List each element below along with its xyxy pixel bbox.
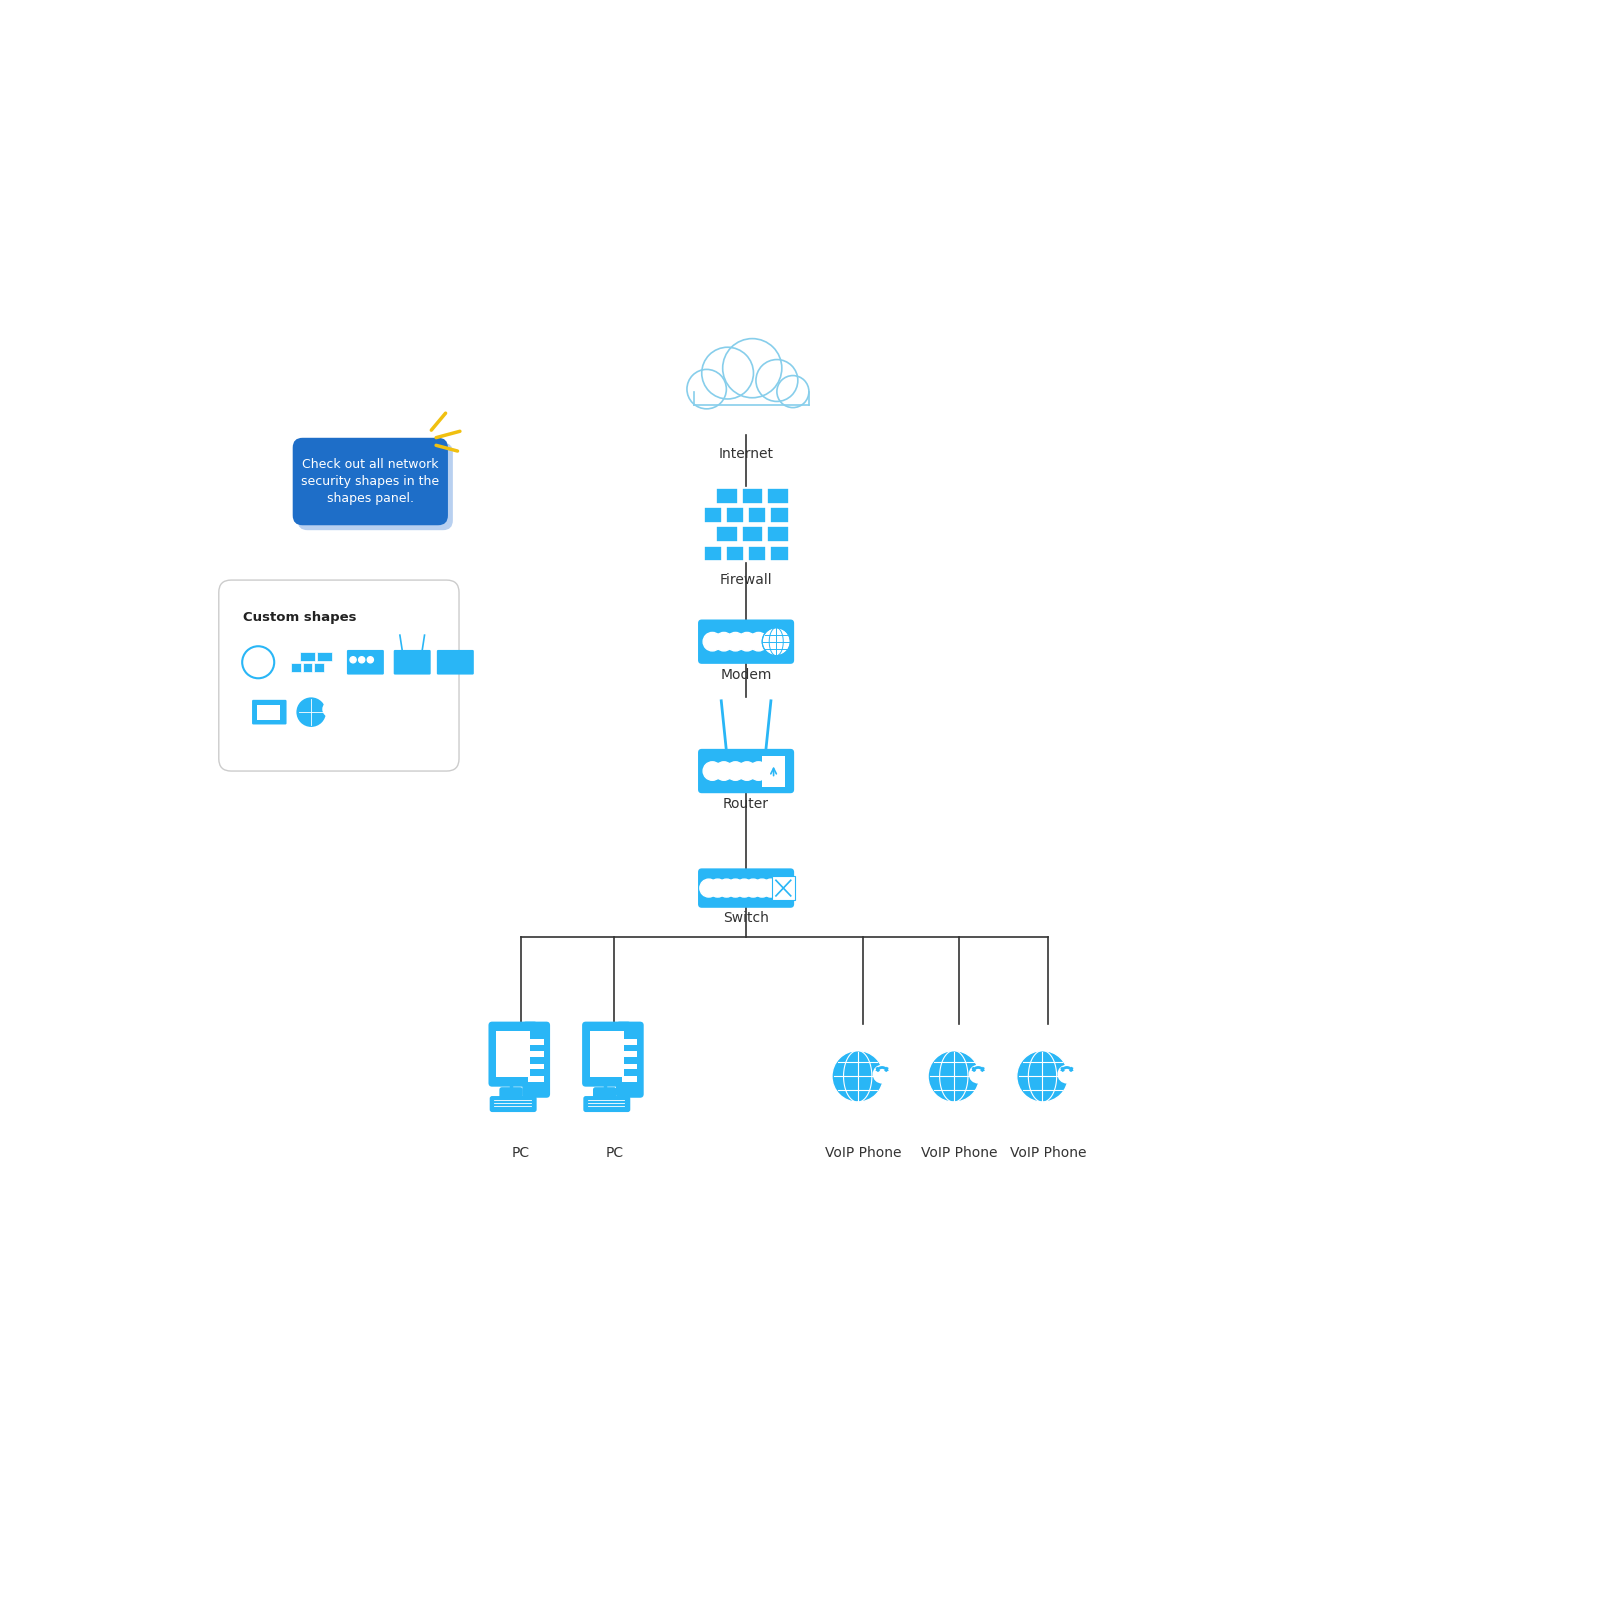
Bar [622, 1051, 637, 1058]
Bar [622, 1077, 637, 1082]
Bar [717, 526, 738, 542]
Bar [301, 653, 315, 661]
Circle shape [754, 878, 771, 898]
Bar [741, 488, 763, 504]
Bar [770, 546, 789, 562]
Bar [717, 488, 738, 504]
Circle shape [968, 1064, 987, 1083]
Circle shape [358, 656, 365, 662]
Circle shape [726, 762, 744, 781]
Bar [317, 653, 333, 661]
Circle shape [702, 632, 722, 651]
Text: Switch: Switch [723, 912, 770, 925]
Circle shape [715, 762, 733, 781]
Bar [622, 1038, 637, 1045]
FancyBboxPatch shape [347, 650, 384, 675]
Circle shape [744, 878, 762, 898]
Bar [315, 664, 323, 672]
Circle shape [1016, 1051, 1069, 1102]
Circle shape [738, 632, 757, 651]
Bar [771, 875, 795, 901]
Bar [726, 507, 744, 523]
FancyBboxPatch shape [582, 1022, 632, 1086]
Bar [291, 664, 301, 672]
FancyBboxPatch shape [499, 1086, 523, 1099]
Bar [704, 546, 722, 562]
FancyBboxPatch shape [698, 869, 794, 907]
Text: Firewall: Firewall [720, 573, 773, 587]
FancyBboxPatch shape [522, 1022, 550, 1098]
Bar [747, 507, 766, 523]
FancyBboxPatch shape [298, 443, 453, 530]
FancyBboxPatch shape [616, 1022, 643, 1098]
Bar [766, 526, 789, 542]
FancyBboxPatch shape [698, 749, 794, 794]
Circle shape [699, 878, 718, 898]
Bar [726, 546, 744, 562]
Bar [258, 704, 280, 720]
Bar [528, 1077, 544, 1082]
Circle shape [723, 339, 782, 398]
FancyBboxPatch shape [219, 581, 459, 771]
Bar [762, 755, 786, 787]
Circle shape [1058, 1064, 1077, 1083]
Circle shape [726, 632, 744, 651]
Bar [747, 546, 766, 562]
Text: Router: Router [723, 797, 770, 811]
Circle shape [717, 878, 736, 898]
Circle shape [755, 360, 798, 402]
Text: VoIP Phone: VoIP Phone [922, 1146, 997, 1160]
Bar [770, 507, 789, 523]
Circle shape [368, 656, 373, 662]
FancyBboxPatch shape [253, 699, 286, 725]
Bar [302, 664, 312, 672]
Text: Internet: Internet [718, 446, 773, 461]
Circle shape [686, 370, 726, 410]
Circle shape [350, 656, 357, 662]
Bar [528, 1038, 544, 1045]
Text: Check out all network
security shapes in the
shapes panel.: Check out all network security shapes in… [301, 458, 440, 506]
FancyBboxPatch shape [488, 1022, 538, 1086]
Circle shape [749, 632, 768, 651]
Circle shape [736, 878, 754, 898]
FancyBboxPatch shape [437, 650, 474, 675]
FancyBboxPatch shape [594, 1086, 616, 1099]
Bar [589, 1030, 624, 1077]
Circle shape [778, 376, 810, 408]
Bar [704, 507, 722, 523]
Circle shape [832, 1051, 883, 1102]
Circle shape [749, 762, 768, 781]
Circle shape [762, 627, 790, 656]
Bar [528, 1051, 544, 1058]
FancyBboxPatch shape [490, 1096, 536, 1112]
FancyBboxPatch shape [698, 619, 794, 664]
Circle shape [715, 632, 733, 651]
Text: Modem: Modem [720, 667, 771, 682]
Circle shape [702, 347, 754, 398]
Circle shape [726, 878, 744, 898]
Circle shape [322, 701, 339, 717]
Text: PC: PC [512, 1146, 530, 1160]
Text: PC: PC [605, 1146, 624, 1160]
Text: VoIP Phone: VoIP Phone [1010, 1146, 1086, 1160]
Circle shape [762, 878, 779, 898]
Bar [741, 526, 763, 542]
Circle shape [928, 1051, 979, 1102]
Circle shape [709, 878, 726, 898]
Bar [622, 1064, 637, 1069]
Bar [528, 1064, 544, 1069]
FancyBboxPatch shape [584, 1096, 630, 1112]
FancyBboxPatch shape [293, 438, 448, 525]
FancyBboxPatch shape [394, 650, 430, 675]
Text: Custom shapes: Custom shapes [243, 611, 357, 624]
Circle shape [872, 1064, 891, 1083]
Circle shape [702, 762, 722, 781]
Bar [496, 1030, 530, 1077]
Circle shape [296, 698, 326, 726]
Bar [694, 378, 798, 405]
Text: VoIP Phone: VoIP Phone [826, 1146, 901, 1160]
Bar [766, 488, 789, 504]
Circle shape [738, 762, 757, 781]
